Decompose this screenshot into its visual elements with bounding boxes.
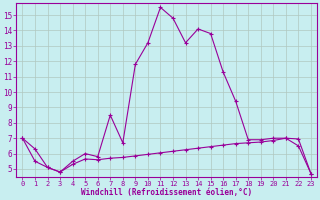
X-axis label: Windchill (Refroidissement éolien,°C): Windchill (Refroidissement éolien,°C) [81, 188, 252, 197]
